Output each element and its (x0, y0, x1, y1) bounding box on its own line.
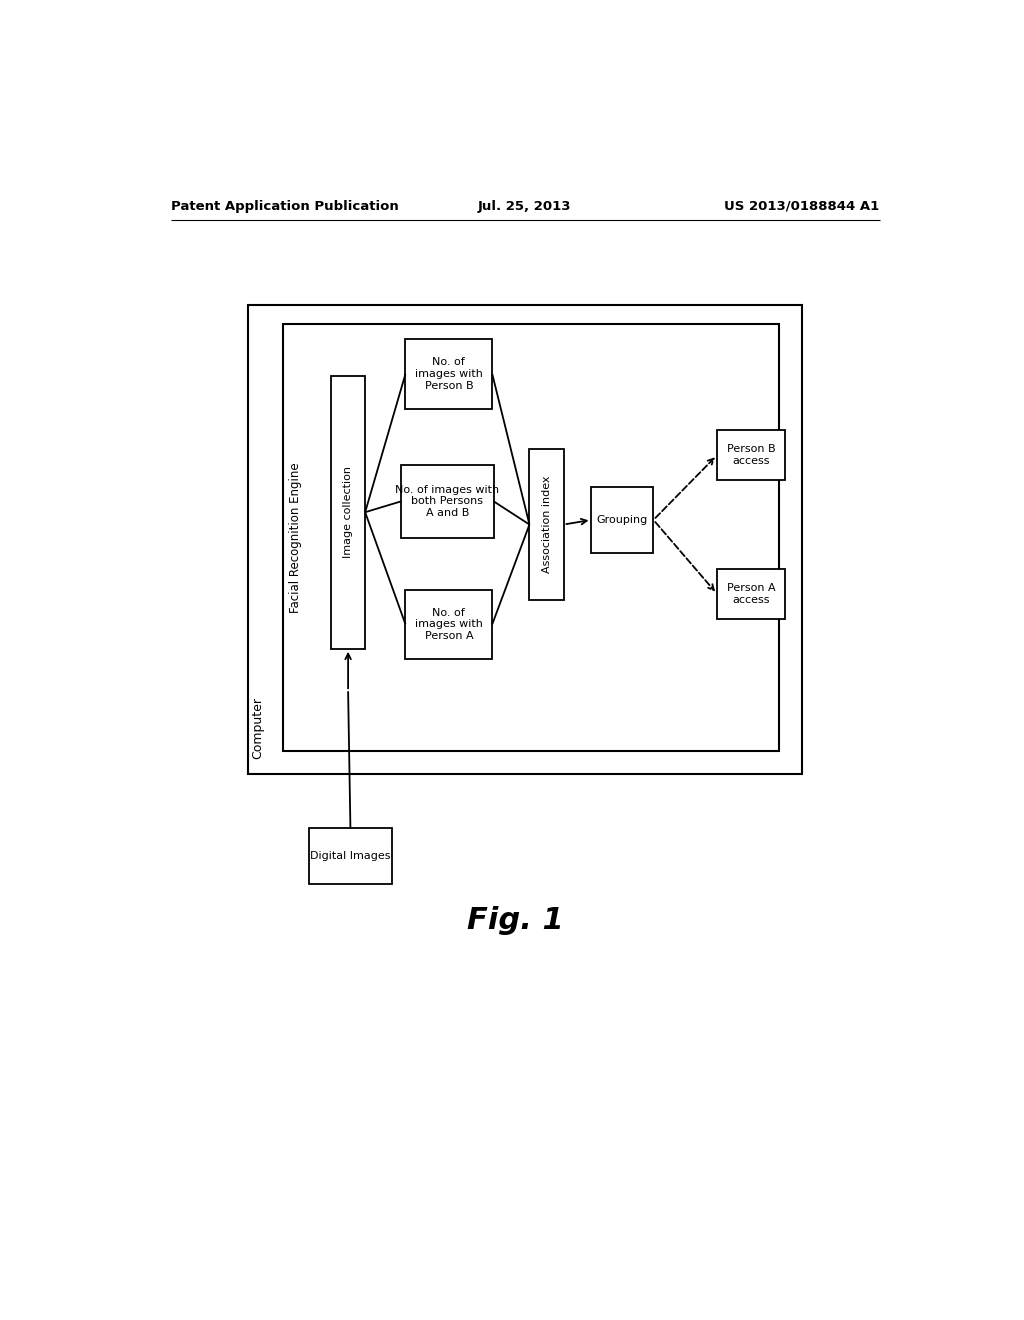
Text: Association index: Association index (542, 475, 552, 573)
Bar (592, 487, 653, 553)
Bar (717, 569, 785, 619)
Text: No. of images with
both Persons
A and B: No. of images with both Persons A and B (395, 484, 500, 517)
Text: Grouping: Grouping (597, 515, 648, 525)
Text: Person B
access: Person B access (727, 445, 775, 466)
Text: Facial Recognition Engine: Facial Recognition Engine (289, 462, 302, 612)
Text: Jul. 25, 2013: Jul. 25, 2013 (478, 199, 571, 213)
Text: Digital Images: Digital Images (310, 851, 391, 861)
Bar (331, 376, 366, 649)
Bar (406, 339, 493, 409)
Text: No. of
images with
Person A: No. of images with Person A (415, 607, 482, 640)
Bar (529, 449, 563, 599)
Bar (400, 465, 494, 539)
Bar (308, 829, 392, 884)
Text: Person A
access: Person A access (727, 583, 775, 605)
Bar (717, 430, 785, 480)
Text: Patent Application Publication: Patent Application Publication (171, 199, 398, 213)
Bar (283, 323, 779, 751)
Text: Computer: Computer (252, 697, 264, 759)
Text: No. of
images with
Person B: No. of images with Person B (415, 358, 482, 391)
Bar (406, 590, 493, 659)
Text: Image collection: Image collection (343, 466, 353, 558)
Text: Fig. 1: Fig. 1 (467, 907, 564, 935)
Bar (248, 305, 802, 775)
Text: US 2013/0188844 A1: US 2013/0188844 A1 (725, 199, 880, 213)
